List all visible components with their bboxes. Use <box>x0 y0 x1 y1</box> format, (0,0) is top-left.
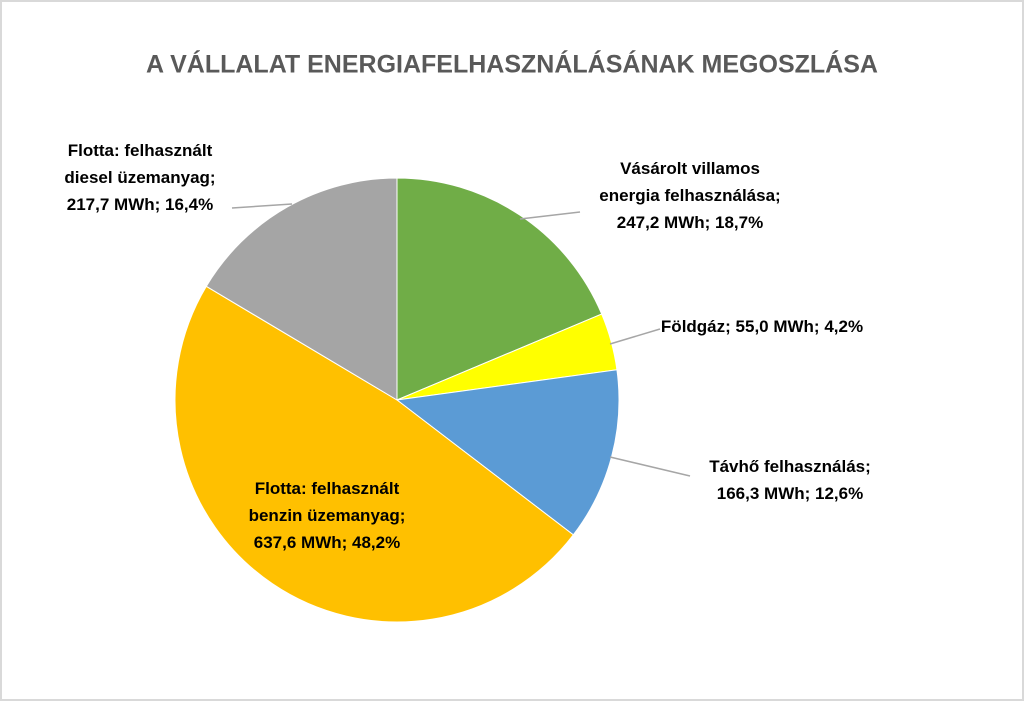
category-label: Flotta: felhasznált diesel üzemanyag; <box>64 141 216 187</box>
leader-line <box>231 203 293 209</box>
leader-line <box>609 456 691 477</box>
category-label: Vásárolt villamos energia felhasználása; <box>599 159 781 205</box>
value-label: 166,3 MWh; 12,6% <box>716 484 864 503</box>
value-label: 217,7 MWh; 16,4% <box>66 195 214 214</box>
chart-title: A VÁLLALAT ENERGIAFELHASZNÁLÁSÁNAK MEGOS… <box>146 50 878 79</box>
data-label: Távhő felhasználás; 166,3 MWh; 12,6% <box>690 453 890 507</box>
category-label: Földgáz; <box>660 317 736 336</box>
data-label: Vásárolt villamos energia felhasználása;… <box>590 155 790 236</box>
category-label: Flotta: felhasznált benzin üzemanyag; <box>248 479 406 525</box>
leader-lines <box>231 203 691 477</box>
data-label: Flotta: felhasznált diesel üzemanyag; 21… <box>45 137 235 218</box>
value-label: 637,6 MWh; 48,2% <box>253 533 401 552</box>
data-label: Földgáz; 55,0 MWh; 4,2% <box>657 313 867 340</box>
pie-slice <box>174 285 575 623</box>
leader-line <box>609 328 661 345</box>
pie <box>174 177 620 623</box>
pie-slice <box>396 177 603 401</box>
data-label: Flotta: felhasznált benzin üzemanyag; 63… <box>232 475 422 556</box>
pie-slice <box>205 177 398 401</box>
value-label: 247,2 MWh; 18,7% <box>616 213 764 232</box>
leader-line <box>519 211 581 220</box>
category-label: Távhő felhasználás; <box>709 457 871 476</box>
value-label: 55,0 MWh; 4,2% <box>735 317 864 336</box>
